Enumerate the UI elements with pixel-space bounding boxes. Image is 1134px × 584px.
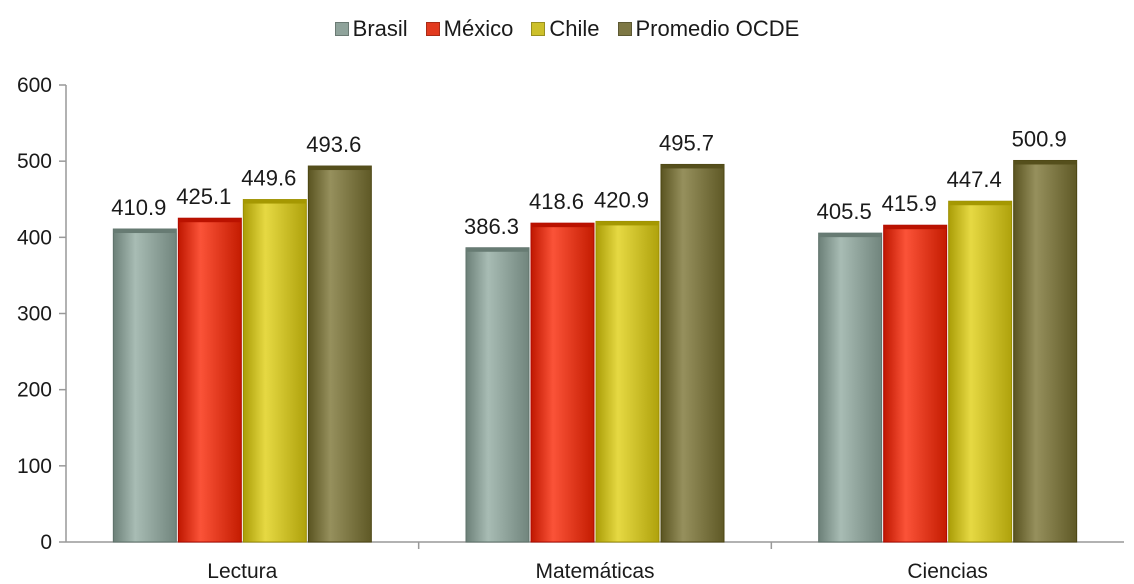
bar-top-cap <box>466 247 529 252</box>
legend-item-chile: Chile <box>531 16 600 42</box>
legend-item-promedio-ocde: Promedio OCDE <box>617 16 800 42</box>
bar-top-cap <box>883 225 947 230</box>
bar <box>530 222 595 543</box>
chart-legend: Brasil México Chile Promedio OCDE <box>0 16 1134 42</box>
data-label: 418.6 <box>529 189 584 214</box>
bar <box>307 165 372 543</box>
legend-swatch-chile <box>531 22 546 36</box>
bar <box>242 199 307 543</box>
x-category-label: Lectura <box>207 560 277 583</box>
legend-swatch-promedio-ocde <box>617 22 632 36</box>
bar <box>112 228 177 543</box>
bar-top-cap <box>178 218 242 223</box>
y-tick-label: 300 <box>17 303 52 326</box>
data-label: 415.9 <box>882 191 937 216</box>
legend-label-mexico: México <box>443 16 514 41</box>
bar-top-cap <box>308 166 372 171</box>
data-label: 410.9 <box>111 195 166 220</box>
legend-label-chile: Chile <box>549 16 600 41</box>
legend-item-brasil: Brasil <box>334 16 408 42</box>
y-tick-label: 100 <box>17 455 52 478</box>
y-tick-label: 0 <box>40 531 52 554</box>
bar <box>660 163 725 543</box>
bar-top-cap <box>113 229 177 234</box>
bar <box>595 220 660 543</box>
bar-top-cap <box>948 201 1012 206</box>
data-label: 449.6 <box>241 166 296 191</box>
legend-swatch-brasil <box>334 22 349 36</box>
data-label: 493.6 <box>306 132 361 157</box>
bar <box>948 200 1013 543</box>
data-label: 425.1 <box>176 184 231 209</box>
data-label: 495.7 <box>659 130 714 155</box>
data-label: 386.3 <box>464 214 519 239</box>
data-label: 405.5 <box>817 199 872 224</box>
chart-labels: Lectura 410.9 425.1 449.6 493.6 Matemáticas 38… <box>111 126 1066 583</box>
legend-item-mexico: México <box>425 16 514 42</box>
bar-top-cap <box>661 164 724 169</box>
chart-bars <box>112 159 1078 543</box>
legend-label-brasil: Brasil <box>352 16 408 41</box>
x-category-label: Matemáticas <box>535 560 654 583</box>
bar <box>1013 159 1078 543</box>
legend-label-promedio-ocde: Promedio OCDE <box>635 16 800 41</box>
bar-top-cap <box>531 223 594 228</box>
chart-axes: 0 100 200 300 400 500 600 <box>17 74 1124 554</box>
x-category-label: Ciencias <box>907 560 988 583</box>
bar <box>465 247 530 543</box>
bar-top-cap <box>243 199 307 204</box>
data-label: 500.9 <box>1012 126 1067 151</box>
bar <box>818 232 883 543</box>
bar-top-cap <box>1013 160 1077 165</box>
data-label: 420.9 <box>594 187 649 212</box>
bar-top-cap <box>596 221 659 226</box>
y-tick-label: 500 <box>17 150 52 173</box>
y-tick-label: 600 <box>17 74 52 97</box>
bar-top-cap <box>818 233 882 238</box>
bar <box>177 217 242 543</box>
y-tick-label: 400 <box>17 226 52 249</box>
data-label: 447.4 <box>947 167 1002 192</box>
bar <box>883 224 948 543</box>
legend-swatch-mexico <box>425 22 440 36</box>
y-tick-label: 200 <box>17 379 52 402</box>
